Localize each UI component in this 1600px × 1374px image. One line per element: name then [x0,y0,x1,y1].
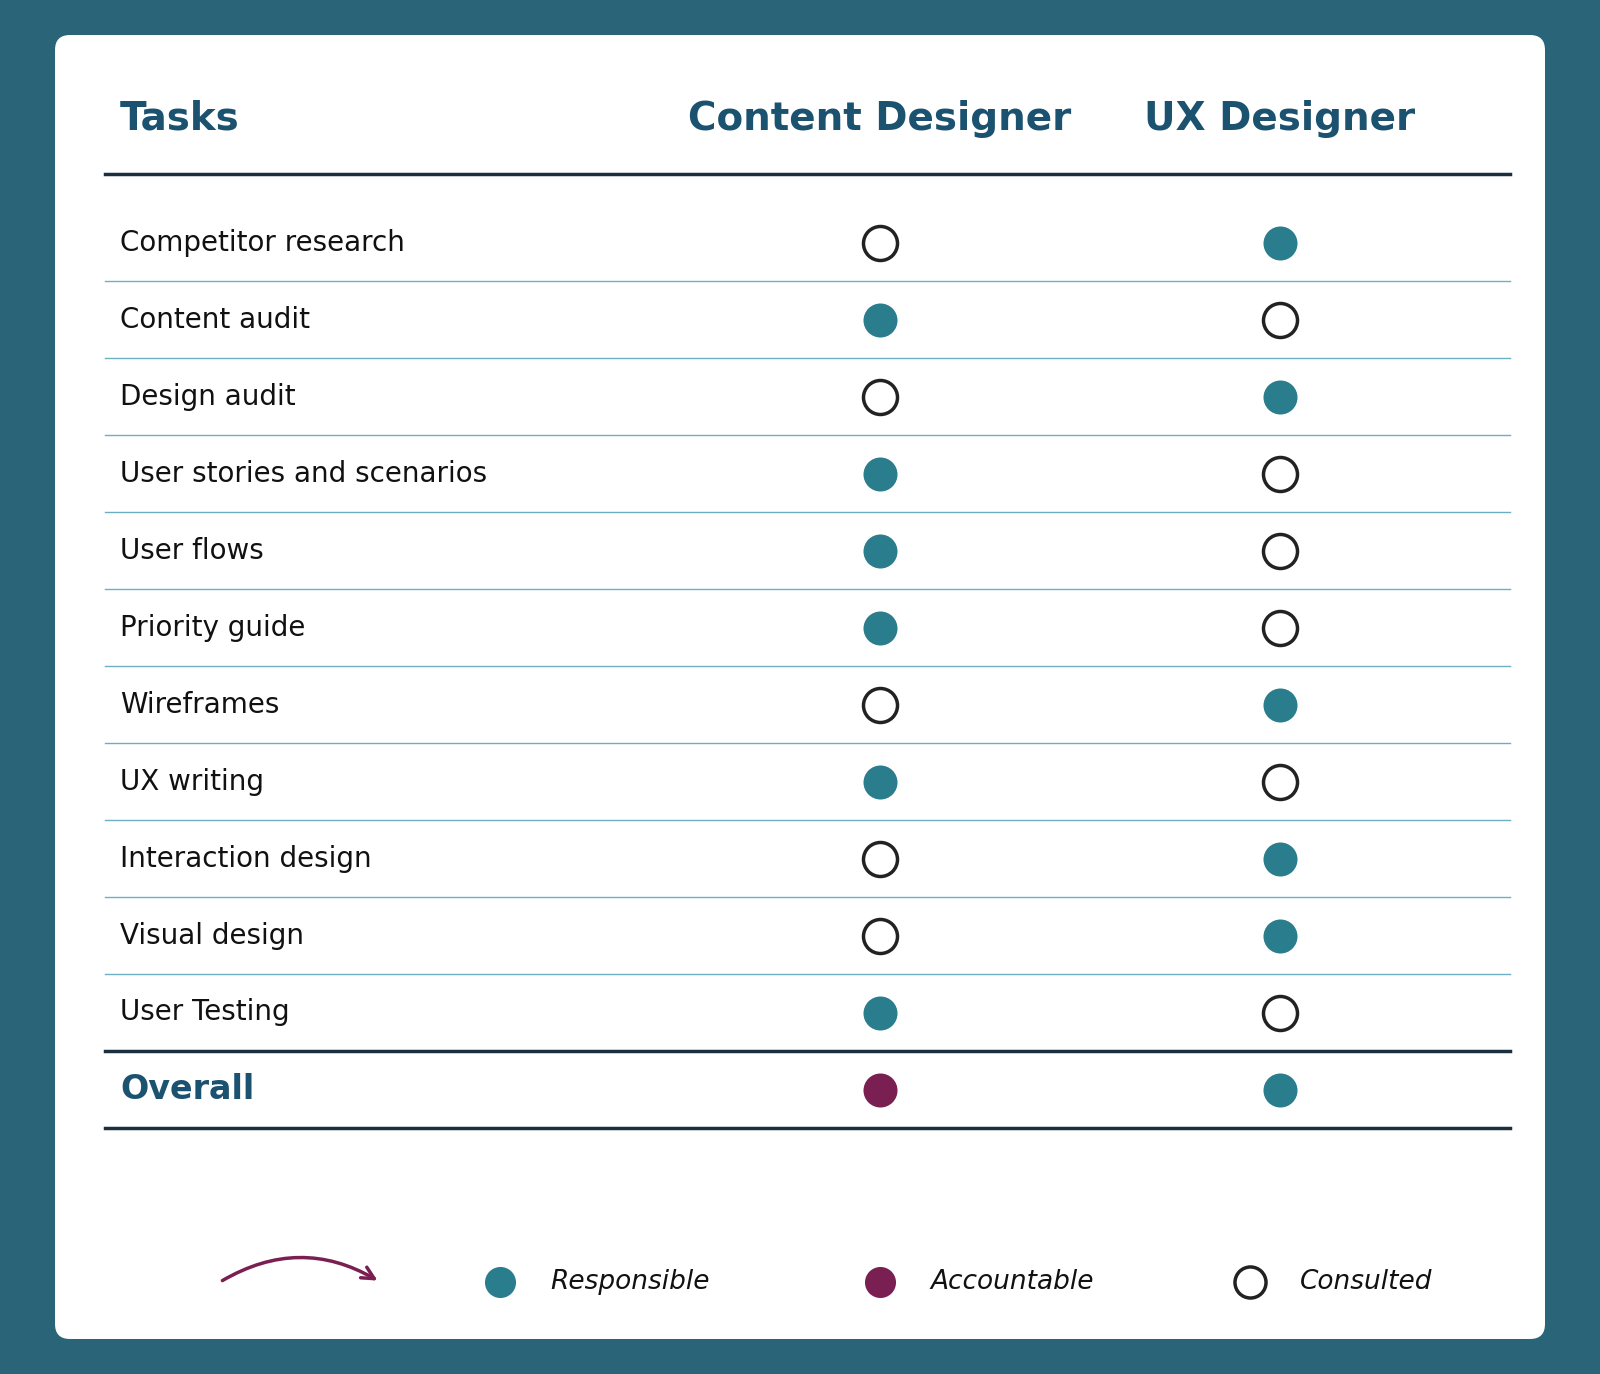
Point [1267,617,1293,639]
Point [1267,540,1293,562]
Point [1267,848,1293,870]
Point [1267,463,1293,485]
Point [1267,386,1293,408]
Point [867,231,893,253]
Text: Tasks: Tasks [120,100,240,137]
Point [1267,694,1293,716]
FancyBboxPatch shape [54,34,1546,1340]
Point [867,463,893,485]
Text: UX Designer: UX Designer [1144,100,1416,137]
Point [867,1271,893,1293]
Point [1267,925,1293,947]
Text: Consulted: Consulted [1299,1270,1432,1296]
Point [1237,1271,1262,1293]
Text: User stories and scenarios: User stories and scenarios [120,459,486,488]
Text: User flows: User flows [120,536,264,565]
Text: UX writing: UX writing [120,768,264,796]
Text: Accountable: Accountable [930,1270,1093,1296]
Point [1267,771,1293,793]
Text: Visual design: Visual design [120,922,304,949]
Point [867,1079,893,1101]
Point [1267,309,1293,331]
Point [867,771,893,793]
Point [867,925,893,947]
Point [867,848,893,870]
Point [867,1002,893,1024]
Text: Competitor research: Competitor research [120,228,405,257]
Point [486,1271,512,1293]
Text: Priority guide: Priority guide [120,614,306,642]
Point [867,694,893,716]
Text: Responsible: Responsible [550,1270,709,1296]
Text: Interaction design: Interaction design [120,845,371,872]
Text: Overall: Overall [120,1073,254,1106]
Text: Content Designer: Content Designer [688,100,1072,137]
Point [867,309,893,331]
Text: User Testing: User Testing [120,999,290,1026]
Point [1267,231,1293,253]
Point [867,617,893,639]
Point [1267,1002,1293,1024]
Text: Content audit: Content audit [120,305,310,334]
Point [867,540,893,562]
Point [867,386,893,408]
Text: Design audit: Design audit [120,382,296,411]
Point [1267,1079,1293,1101]
Text: Wireframes: Wireframes [120,691,280,719]
